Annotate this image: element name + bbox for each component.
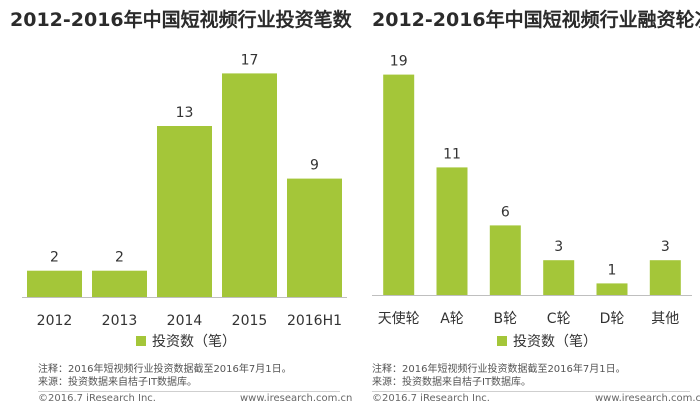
chart-title: 2012-2016年中国短视频行业融资轮次 [372, 9, 700, 31]
x-tick-label-其他: 其他 [651, 311, 679, 327]
copyright-text: ©2016.7 iResearch Inc. [38, 393, 156, 404]
x-tick-label-2012: 2012 [37, 313, 73, 329]
legend-label: 投资数（笔） [513, 334, 597, 350]
data-label-B轮: 6 [501, 204, 510, 220]
bar-C轮 [543, 260, 575, 295]
chart-notes: 注释：2016年短视频行业投资数据截至2016年7月1日。 来源：投资数据来自桔… [38, 363, 292, 389]
legend-swatch [497, 336, 507, 346]
data-label-2012: 2 [50, 250, 59, 266]
note-line: 注释：2016年短视频行业投资数据截至2016年7月1日。 [372, 364, 626, 375]
footer-divider [38, 391, 340, 392]
bar-2012 [27, 270, 82, 297]
data-label-A轮: 11 [443, 146, 461, 162]
note-line: 注释：2016年短视频行业投资数据截至2016年7月1日。 [38, 364, 292, 375]
source-line: 来源：投资数据来自桔子IT数据库。 [372, 377, 532, 388]
data-label-C轮: 3 [554, 239, 563, 255]
bar-2016H1 [287, 178, 342, 297]
data-label-2014: 13 [176, 105, 194, 121]
bar-A轮 [436, 167, 468, 295]
bar-其他 [649, 260, 681, 295]
data-label-2016H1: 9 [310, 158, 319, 174]
bar-2015 [222, 73, 277, 298]
bar-2013 [92, 270, 147, 297]
chart-notes: 注释：2016年短视频行业投资数据截至2016年7月1日。 来源：投资数据来自桔… [372, 363, 626, 389]
data-label-2015: 17 [241, 52, 259, 68]
x-tick-label-2013: 2013 [102, 313, 138, 329]
copyright-text: ©2016.7 iResearch Inc. [372, 393, 490, 404]
bar-2014 [157, 126, 212, 297]
chart-title: 2012-2016年中国短视频行业投资笔数 [10, 9, 352, 31]
source-line: 来源：投资数据来自桔子IT数据库。 [38, 377, 198, 388]
legend: 投资数（笔） [136, 331, 236, 351]
website-text: www.iresearch.com.cn [240, 393, 353, 404]
bar-chart-funding-rounds: 19 天使轮 11 A轮 6 B轮 3 C轮 1 D轮 3 其他 [372, 54, 692, 327]
chart-panel-investments-by-year: 2012-2016年中国短视频行业投资笔数 2 2012 2 2013 13 2014 17… [10, 9, 353, 404]
bar-B轮 [489, 225, 521, 295]
data-label-2013: 2 [115, 250, 124, 266]
x-tick-label-D轮: D轮 [600, 311, 625, 327]
data-label-天使轮: 19 [390, 54, 408, 70]
x-tick-label-2016H1: 2016H1 [287, 313, 342, 329]
x-tick-label-A轮: A轮 [440, 311, 464, 327]
legend-swatch [136, 336, 146, 346]
website-text: www.iresearch.com.cn [595, 393, 700, 404]
data-label-其他: 3 [661, 239, 670, 255]
x-tick-label-2014: 2014 [167, 313, 203, 329]
bar-chart-investments-by-year: 2 2012 2 2013 13 2014 17 2015 9 2016H1 [22, 52, 347, 329]
legend: 投资数（笔） [497, 331, 597, 351]
bar-D轮 [596, 283, 628, 295]
chart-panel-funding-rounds: 2012-2016年中国短视频行业融资轮次 19 天使轮 11 A轮 6 B轮 3 C轮 1 D轮… [350, 0, 700, 407]
bar-天使轮 [383, 74, 415, 295]
x-tick-label-天使轮: 天使轮 [378, 310, 420, 327]
x-tick-label-C轮: C轮 [547, 311, 571, 327]
legend-label: 投资数（笔） [152, 334, 236, 350]
data-label-D轮: 1 [608, 262, 617, 278]
x-tick-label-2015: 2015 [232, 313, 268, 329]
x-tick-label-B轮: B轮 [493, 311, 517, 327]
footer-divider [372, 391, 690, 392]
